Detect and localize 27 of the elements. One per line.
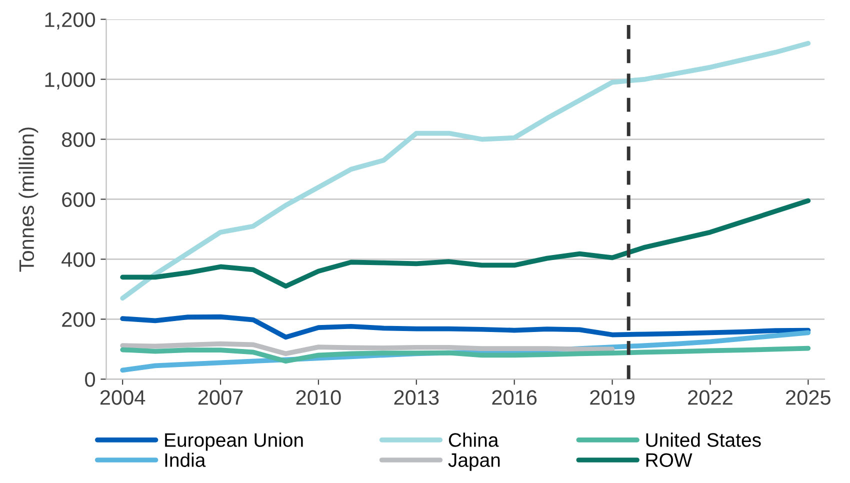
- x-tick-label: 2025: [786, 390, 830, 405]
- x-tick-label: 2010: [296, 390, 341, 405]
- y-tick-label: 400: [62, 252, 96, 267]
- line-series: [120, 40, 811, 301]
- legend-label: India: [165, 452, 206, 467]
- x-tick-label: 2019: [590, 390, 634, 405]
- legend-label: European Union: [165, 432, 303, 451]
- y-tick-label: 1,200: [45, 12, 96, 30]
- x-tick-label: 2013: [394, 390, 439, 405]
- legend-label: ROW: [646, 453, 692, 467]
- line-series: [120, 314, 811, 340]
- y-tick-label: 800: [62, 132, 96, 148]
- x-tick-label: 2016: [492, 390, 537, 405]
- line-series: [120, 198, 811, 289]
- y-tick-label: 1,000: [45, 72, 96, 90]
- x-tick-label: 2004: [100, 390, 146, 405]
- y-axis-title: Tonnes (million): [18, 128, 38, 272]
- legend-label: Japan: [448, 453, 500, 471]
- line-series: [120, 346, 811, 364]
- y-tick-label: 600: [62, 192, 96, 207]
- y-tick-label: 200: [62, 312, 96, 327]
- x-tick-label: 2022: [688, 390, 732, 405]
- y-tick-label: 0: [85, 372, 96, 387]
- line-series: [120, 341, 615, 356]
- legend-label: United States: [646, 432, 761, 447]
- legend-label: China: [448, 432, 499, 447]
- x-tick-label: 2007: [198, 390, 243, 405]
